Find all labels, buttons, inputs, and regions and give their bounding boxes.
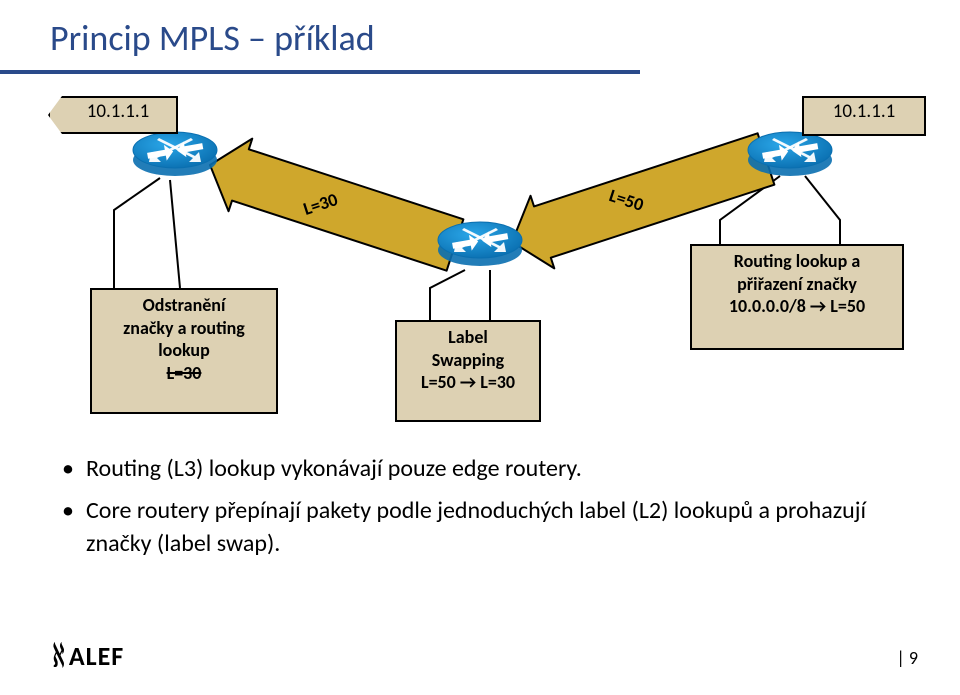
alef-logo-text: ALEF: [69, 640, 124, 672]
box-label-pop: Odstranění značky a routing lookup L=30: [90, 288, 278, 414]
page-number: | 9: [897, 647, 918, 669]
bullet-1: Routing (L3) lookup vykonávají pouze edg…: [60, 452, 900, 486]
alef-logo-glyph: ℵ: [53, 635, 65, 675]
box-label-push: Routing lookup a přiřazení značky 10.0.0…: [690, 244, 904, 350]
ip-tag-right: 10.1.1.1: [802, 96, 926, 136]
box-swap-line1: Label: [403, 326, 533, 349]
box-swap-line3: L=50 → L=30: [403, 371, 533, 394]
box-out-line2: značky a routing: [98, 317, 270, 340]
box-in-line3: 10.0.0.0/8 → L=50: [698, 295, 896, 318]
box-in-line2: přiřazení značky: [698, 273, 896, 296]
alef-logo: ℵ ALEF: [48, 638, 124, 673]
box-label-swap: Label Swapping L=50 → L=30: [395, 320, 541, 422]
box-in-line1: Routing lookup a: [698, 250, 896, 273]
ip-tag-left: 10.1.1.1: [48, 96, 178, 134]
ip-right-text: 10.1.1.1: [833, 100, 896, 123]
bullet-2: Core routery přepínají pakety podle jedn…: [60, 494, 900, 561]
box-swap-line2: Swapping: [403, 349, 533, 372]
box-out-strike: L=30: [98, 362, 270, 385]
bullet-list: Routing (L3) lookup vykonávají pouze edg…: [60, 452, 900, 569]
box-out-line1: Odstranění: [98, 294, 270, 317]
box-out-line3: lookup: [98, 339, 270, 362]
ip-left-text: 10.1.1.1: [87, 100, 150, 123]
